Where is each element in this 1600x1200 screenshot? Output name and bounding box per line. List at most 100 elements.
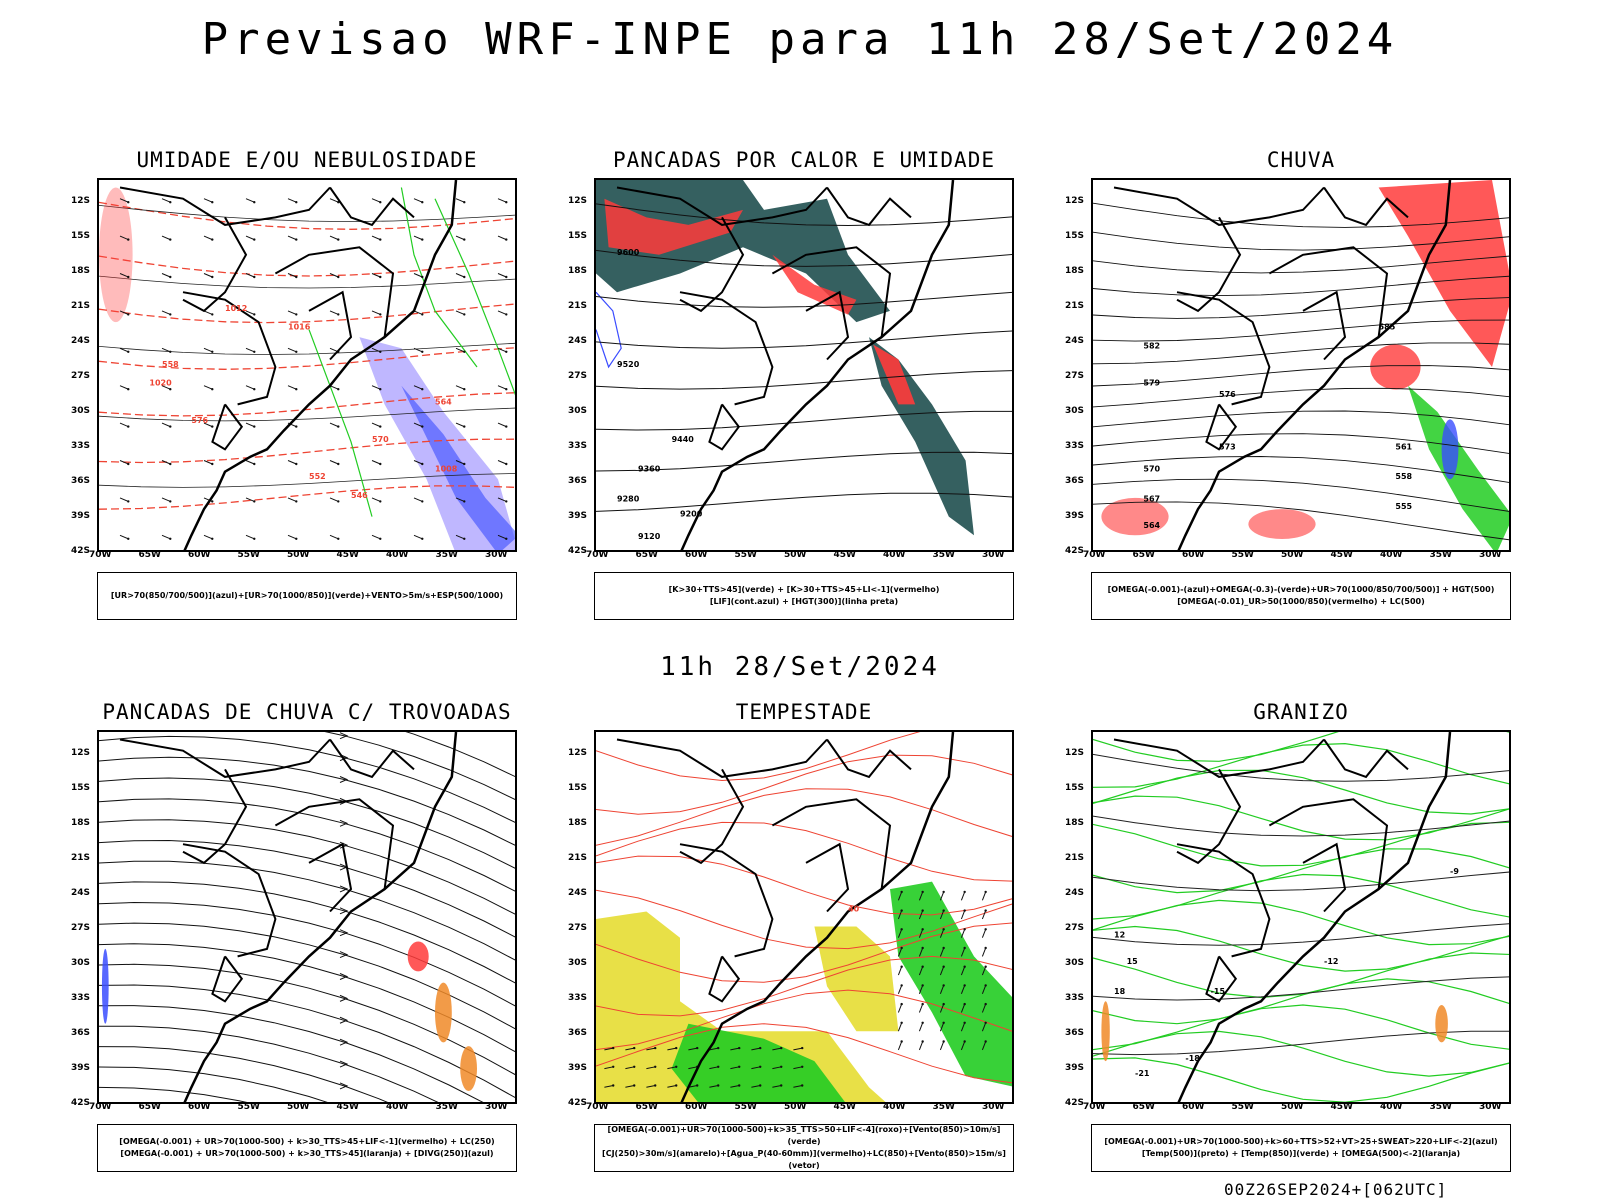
wind-vector bbox=[897, 891, 903, 901]
temp850-contour bbox=[1093, 732, 1509, 762]
wind-vector bbox=[161, 422, 171, 428]
contour-label: 15 bbox=[1127, 957, 1139, 966]
wind-vector bbox=[604, 1085, 614, 1088]
country-border bbox=[1176, 291, 1271, 406]
wind-vector bbox=[379, 388, 382, 391]
wind-vector bbox=[245, 310, 255, 315]
legend-line: [CJ(250)>30m/s](amarelo)+[Agua_P(40-60mm… bbox=[602, 1149, 1006, 1170]
temp850-contour bbox=[1093, 1004, 1509, 1051]
wind-vector bbox=[646, 1047, 656, 1051]
contour-label: 570 bbox=[1143, 465, 1160, 474]
wind-vector bbox=[921, 1040, 924, 1043]
contour-label: 9120 bbox=[638, 532, 661, 541]
country-border bbox=[616, 186, 828, 226]
country-border bbox=[1268, 246, 1389, 338]
streamline bbox=[99, 984, 515, 1099]
wind-vector bbox=[203, 385, 213, 390]
wind-vector bbox=[612, 1065, 615, 1069]
wind-vector bbox=[633, 1046, 636, 1050]
wind-vector bbox=[455, 422, 465, 428]
wind-vector bbox=[505, 500, 508, 503]
wind-vector bbox=[455, 310, 465, 315]
map-svg: 585 582 579 576 573 570 567 564 561 558 555 bbox=[1093, 180, 1509, 550]
wind-vector bbox=[245, 460, 255, 465]
latitude-tick-label: 24S bbox=[568, 336, 588, 346]
wind-vector bbox=[963, 965, 966, 968]
latitude-tick-label: 15S bbox=[1065, 231, 1085, 241]
latitude-tick-label: 42S bbox=[71, 546, 91, 556]
wind-vector bbox=[413, 497, 423, 502]
temp850-contour bbox=[1093, 925, 1509, 972]
wind-vector bbox=[963, 928, 966, 931]
wind-vector bbox=[709, 1085, 719, 1088]
contour-label: 546 bbox=[351, 491, 368, 500]
wind-vector bbox=[287, 235, 297, 241]
wind-vector bbox=[379, 238, 382, 241]
wind-vector bbox=[717, 1084, 720, 1087]
wind-vector bbox=[169, 350, 172, 354]
hgt300-contour bbox=[596, 410, 1012, 431]
wind-vector bbox=[942, 890, 945, 894]
contour-label: 12 bbox=[1114, 931, 1125, 940]
wind-vector bbox=[897, 929, 903, 938]
wind-vector bbox=[900, 946, 903, 950]
wind-vector bbox=[918, 947, 924, 957]
wind-vector bbox=[918, 966, 924, 976]
longitude-tick-label: 70W bbox=[586, 1102, 609, 1112]
wind-vector bbox=[981, 891, 987, 901]
longitude-tick-label: 70W bbox=[1083, 1102, 1106, 1112]
rain-light-area bbox=[1441, 419, 1459, 480]
wind-vector bbox=[295, 462, 298, 466]
wind-vector bbox=[253, 275, 256, 279]
longitude-tick-label: 45W bbox=[1330, 550, 1353, 560]
wind-vector bbox=[295, 500, 298, 503]
latitude-tick-label: 33S bbox=[568, 441, 588, 451]
wind-vector bbox=[675, 1046, 678, 1050]
hgt300-contour bbox=[596, 203, 1012, 227]
longitude-tick-label: 35W bbox=[1429, 550, 1452, 560]
humidity-low-contour bbox=[308, 329, 373, 517]
panel-title: GRANIZO bbox=[1253, 700, 1349, 724]
wind-vector bbox=[245, 347, 255, 353]
latitude-tick-label: 27S bbox=[1065, 371, 1085, 381]
wind-vector bbox=[981, 966, 987, 976]
wind-vector bbox=[295, 537, 298, 541]
wind-vector bbox=[612, 1046, 615, 1050]
latitude-tick-label: 12S bbox=[1065, 196, 1085, 206]
latitude-tick-label: 36S bbox=[1065, 1028, 1085, 1038]
wind-vector bbox=[939, 985, 945, 994]
longitude-tick-label: 55W bbox=[1231, 550, 1254, 560]
wind-vector bbox=[455, 534, 465, 540]
wind-vector bbox=[960, 910, 966, 920]
latitude-tick-label: 27S bbox=[1065, 923, 1085, 933]
wind-vector bbox=[751, 1066, 761, 1070]
wind-vector bbox=[245, 385, 255, 390]
wind-vector bbox=[455, 198, 465, 203]
wind-vector bbox=[960, 891, 966, 901]
jet-stream-area bbox=[814, 926, 899, 1032]
wind-vector bbox=[981, 947, 987, 957]
wind-vector bbox=[709, 1047, 719, 1051]
pressure-contour bbox=[99, 205, 515, 223]
latitude-tick-label: 18S bbox=[71, 818, 91, 828]
wind-vector bbox=[119, 198, 129, 203]
wind-vector bbox=[127, 313, 130, 316]
heat-storm-area bbox=[873, 344, 916, 405]
wind-vector bbox=[203, 347, 213, 353]
longitude-tick-label: 35W bbox=[932, 1102, 955, 1112]
streamline bbox=[99, 901, 515, 1007]
contour-label: 18 bbox=[1114, 987, 1126, 996]
map-panel: 1012 1016 1020 576 570 564 558 552 546 1008 bbox=[97, 178, 517, 552]
map-panel: 585 582 579 576 573 570 567 564 561 558 555 bbox=[1091, 178, 1511, 552]
wind-vector bbox=[960, 1022, 966, 1032]
wind-vector bbox=[329, 273, 339, 278]
temp500-contour bbox=[1093, 815, 1509, 837]
longitude-tick-label: 50W bbox=[784, 550, 807, 560]
wind-vector bbox=[900, 909, 903, 912]
wind-vector bbox=[119, 497, 129, 502]
valid-time-label: 11h 28/Set/2024 bbox=[660, 652, 940, 682]
wind-vector bbox=[625, 1085, 635, 1088]
wind-vector bbox=[203, 235, 213, 241]
latitude-tick-label: 36S bbox=[568, 1028, 588, 1038]
hgt500-contour bbox=[1093, 297, 1509, 319]
